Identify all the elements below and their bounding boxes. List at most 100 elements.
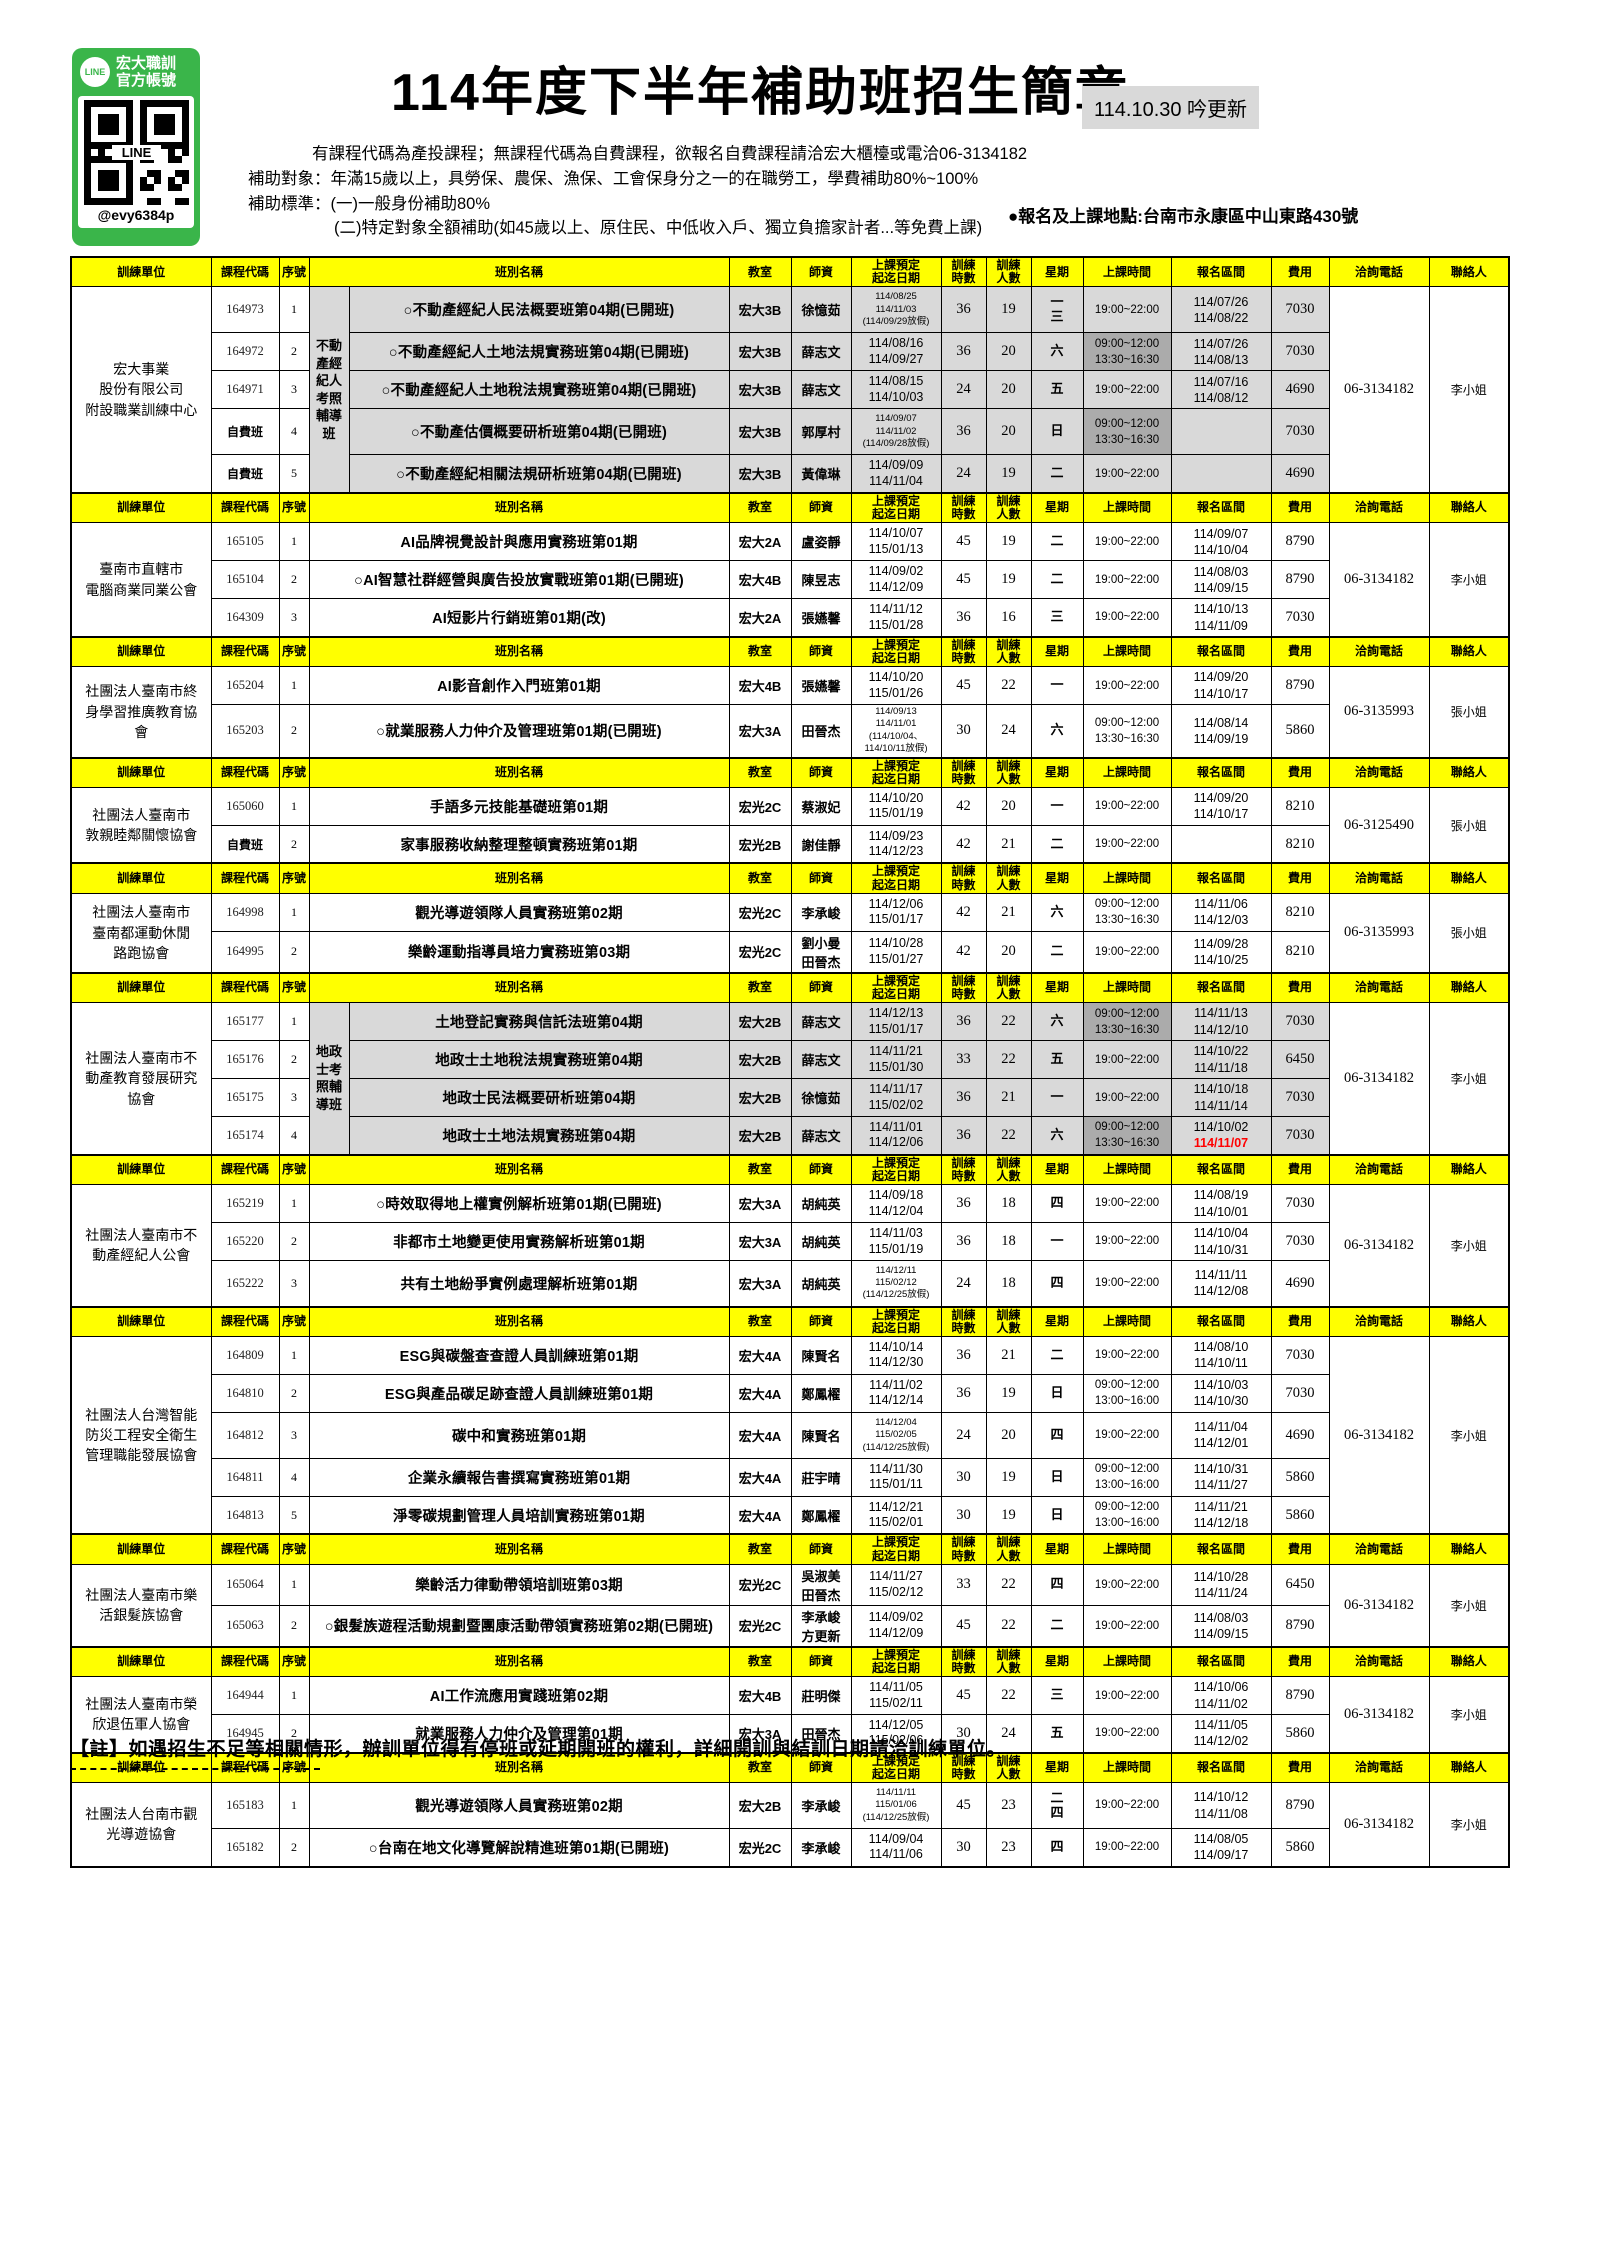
seq-cell: 1	[278, 1002, 310, 1042]
fee-cell: 7030	[1270, 1078, 1330, 1118]
weekday-cell: 二	[1030, 454, 1084, 494]
course-row: 社團法人臺南市不 動產經紀人公會 165219 1 ○時效取得地上權實例解析班第01期…	[70, 1184, 1510, 1307]
room-cell: 宏大4B	[728, 1676, 792, 1716]
column-header: 訓練 時數	[940, 635, 987, 668]
column-header: 洽詢電話	[1328, 971, 1430, 1004]
weekday-cell: 二	[1030, 522, 1084, 562]
teacher-cell: 陳昱志	[790, 560, 852, 600]
time-cell: 19:00~22:00	[1082, 1563, 1172, 1606]
seq-cell: 1	[278, 1563, 310, 1606]
intro-notes: 有課程代碼為產投課程；無課程代碼為自費課程，欲報名自費課程請洽宏大櫃檯或電洽06…	[248, 142, 1027, 241]
course-name-cell: AI短影片行銷班第01期(改)	[308, 598, 730, 638]
time-cell: 19:00~22:00	[1082, 1184, 1172, 1223]
registration-period-cell: 114/09/20 114/10/17	[1170, 666, 1272, 706]
time-cell: 09:00~12:00 13:00~16:00	[1082, 1495, 1172, 1535]
column-header: 課程代碼	[210, 635, 280, 668]
course-code-cell: 165060	[210, 786, 280, 826]
course-code-cell: 自費班	[210, 824, 280, 864]
fee-cell: 5860	[1270, 1828, 1330, 1867]
people-cell: 22	[985, 1002, 1032, 1042]
column-header: 費用	[1270, 862, 1330, 894]
hours-cell: 30	[940, 1495, 987, 1535]
time-cell: 19:00~22:00	[1082, 560, 1172, 600]
dates-cell: 114/09/13 114/11/01 (114/10/04、 114/10/1…	[850, 704, 942, 758]
time-cell: 09:00~12:00 13:00~16:00	[1082, 1457, 1172, 1497]
phone-cell: 06-3135993	[1328, 892, 1430, 974]
hours-cell: 45	[940, 1782, 987, 1829]
column-header: 星期	[1030, 256, 1084, 288]
column-header: 聯絡人	[1428, 756, 1510, 788]
people-cell: 20	[985, 930, 1032, 974]
hours-cell: 36	[940, 1184, 987, 1223]
column-header: 師資	[790, 1751, 852, 1783]
phone-cell: 06-3134182	[1328, 1335, 1430, 1535]
fee-cell: 5860	[1270, 704, 1330, 758]
room-cell: 宏大2B	[728, 1040, 792, 1080]
people-cell: 22	[985, 1676, 1032, 1716]
column-header: 序號	[278, 862, 310, 894]
time-cell: 09:00~12:00 13:30~16:30	[1082, 1002, 1172, 1042]
column-header: 聯絡人	[1428, 862, 1510, 894]
column-header: 教室	[728, 1645, 792, 1678]
column-header: 訓練單位	[70, 1645, 212, 1678]
registration-period-cell: 114/11/05 114/12/02	[1170, 1714, 1272, 1754]
table-header-row: 訓練單位 課程代碼 序號 班別名稱 教室 師資 上課預定 起迄日期 訓練 時數 訓練 人數 星期上…	[70, 635, 1510, 668]
room-cell: 宏大2B	[728, 1116, 792, 1156]
seq-cell: 1	[278, 286, 310, 334]
column-header: 上課預定 起迄日期	[850, 1645, 942, 1678]
people-cell: 22	[985, 1563, 1032, 1606]
course-row: 164972 2 ○不動產經紀人土地法規實務班第04期(已開班) 宏大3B 薛志文 114…	[71, 332, 1509, 372]
contact-cell: 李小姐	[1428, 1563, 1510, 1648]
time-cell: 19:00~22:00	[1082, 1078, 1172, 1118]
dates-cell: 114/08/16 114/09/27	[850, 332, 942, 372]
column-header: 洽詢電話	[1328, 491, 1430, 524]
hours-cell: 36	[940, 332, 987, 372]
people-cell: 22	[985, 1604, 1032, 1648]
unit-cell: 社團法人臺南市 敦親睦鄰關懷協會	[70, 786, 212, 864]
line-brand-text: 宏大職訓 官方帳號	[116, 55, 177, 90]
course-row: 社團法人臺南市榮 欣退伍軍人協會 164944 1 AI工作流應用實踐班第02期 宏大4…	[70, 1676, 1510, 1754]
course-name-cell: ○不動產經紀相關法規研析班第04期(已開班)	[348, 454, 730, 494]
column-header: 課程代碼	[210, 1305, 280, 1337]
weekday-cell: 二	[1030, 560, 1084, 600]
column-header: 訓練單位	[70, 756, 212, 788]
hours-cell: 45	[940, 522, 987, 562]
fee-cell: 8790	[1270, 560, 1330, 600]
registration-period-cell: 114/08/05 114/09/17	[1170, 1828, 1272, 1867]
column-header: 序號	[278, 1645, 310, 1678]
course-name-cell: ○不動產估價概要研析班第04期(已開班)	[348, 408, 730, 456]
seq-cell: 2	[278, 1040, 310, 1080]
weekday-cell: 一	[1030, 1222, 1084, 1261]
weekday-cell: 五	[1030, 370, 1084, 410]
weekday-cell: 一	[1030, 1078, 1084, 1118]
registration-period-cell	[1170, 454, 1272, 494]
course-row: 165104 2 ○AI智慧社群經營與廣告投放實戰班第01期(已開班) 宏大4B 陳昱志…	[71, 560, 1509, 600]
column-header: 訓練 時數	[940, 756, 987, 788]
time-cell: 19:00~22:00	[1082, 370, 1172, 410]
column-header: 上課時間	[1082, 862, 1172, 894]
column-header: 教室	[728, 1153, 792, 1185]
course-name-cell: ○時效取得地上權實例解析班第01期(已開班)	[308, 1184, 730, 1223]
people-cell: 19	[985, 522, 1032, 562]
phone-cell: 06-3134182	[1328, 522, 1430, 638]
hours-cell: 36	[940, 1373, 987, 1413]
column-header: 課程代碼	[210, 1533, 280, 1565]
seq-cell: 1	[278, 1676, 310, 1716]
course-code-cell: 自費班	[210, 454, 280, 494]
course-row: 165063 2 ○銀髮族遊程活動規劃暨團康活動帶領實務班第02期(已開班) 宏光2C…	[71, 1604, 1509, 1648]
time-cell: 19:00~22:00	[1082, 786, 1172, 826]
weekday-cell: 一	[1030, 786, 1084, 826]
teacher-cell: 盧姿靜	[790, 522, 852, 562]
teacher-cell: 徐憶茹	[790, 1078, 852, 1118]
table-header-row: 訓練單位 課程代碼 序號 班別名稱 教室 師資 上課預定 起迄日期 訓練 時數 訓練 人數 星期上…	[70, 256, 1510, 288]
room-cell: 宏大4B	[728, 666, 792, 706]
column-header: 星期	[1030, 971, 1084, 1004]
column-header: 星期	[1030, 862, 1084, 894]
time-cell: 19:00~22:00	[1082, 824, 1172, 864]
column-header: 聯絡人	[1428, 635, 1510, 668]
column-header: 序號	[278, 491, 310, 524]
weekday-cell: 五	[1030, 1714, 1084, 1754]
dates-cell: 114/09/07 114/11/02 (114/09/28放假)	[850, 408, 942, 456]
people-cell: 22	[985, 1116, 1032, 1156]
weekday-cell: 四	[1030, 1828, 1084, 1867]
